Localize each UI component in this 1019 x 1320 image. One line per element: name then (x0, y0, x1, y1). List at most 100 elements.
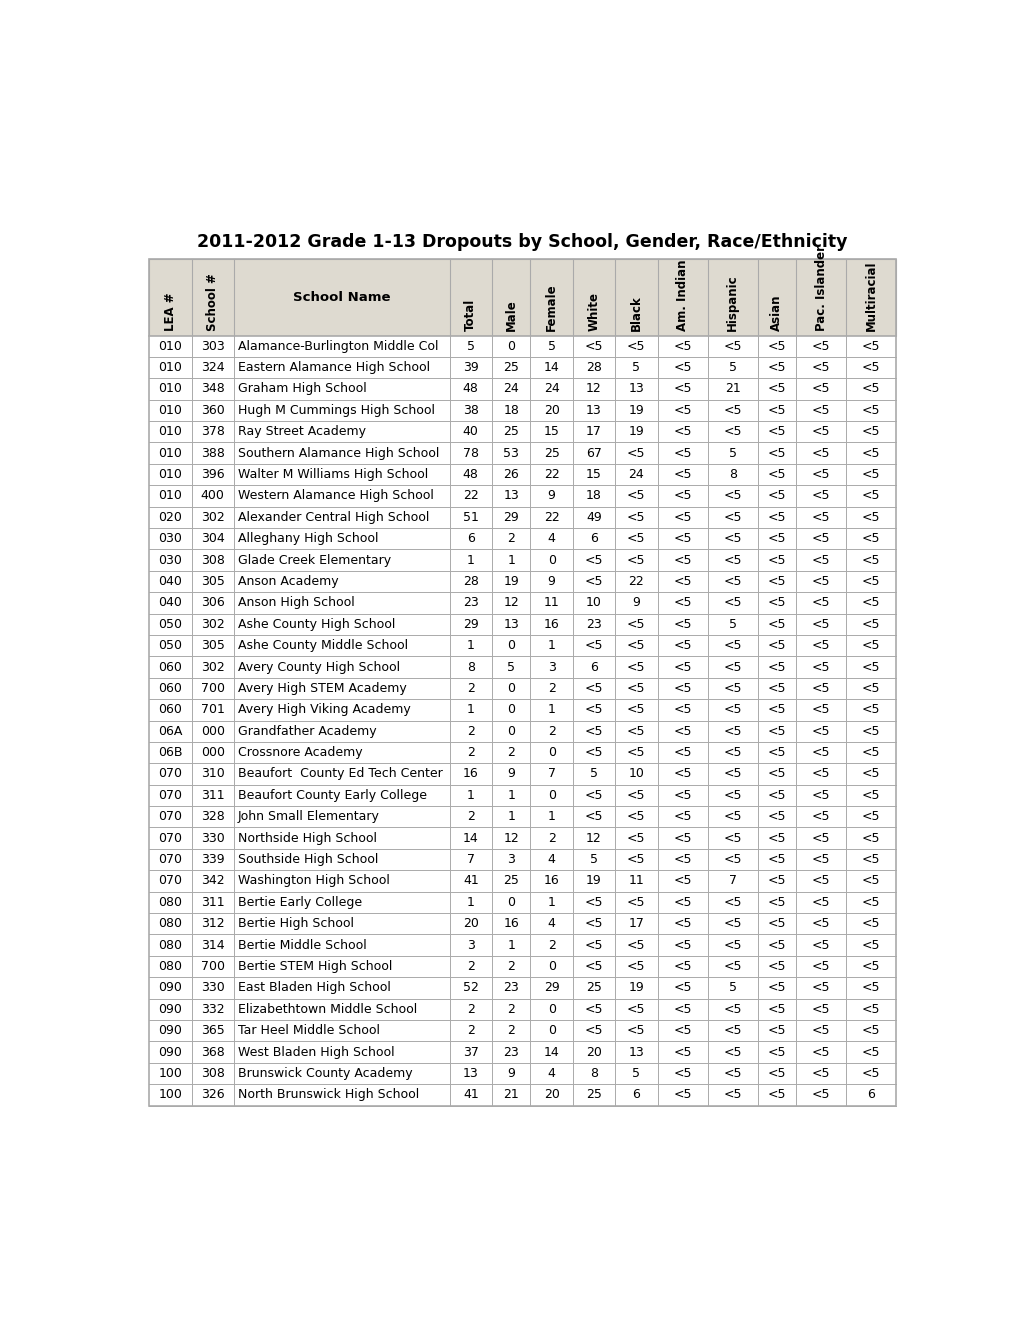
Text: <5: <5 (767, 446, 786, 459)
Text: 11: 11 (543, 597, 559, 610)
Text: 26: 26 (502, 469, 519, 480)
Text: <5: <5 (722, 789, 741, 801)
Text: 25: 25 (502, 425, 519, 438)
Text: <5: <5 (673, 789, 691, 801)
Text: <5: <5 (627, 704, 645, 717)
Text: 332: 332 (201, 1003, 224, 1016)
Text: <5: <5 (627, 939, 645, 952)
Bar (149, 784, 896, 807)
Text: 311: 311 (201, 896, 224, 908)
Text: 38: 38 (463, 404, 478, 417)
Text: 308: 308 (201, 1067, 224, 1080)
Text: Hugh M Cummings High School: Hugh M Cummings High School (237, 404, 434, 417)
Text: 29: 29 (502, 511, 519, 524)
Bar (149, 259, 896, 1105)
Text: <5: <5 (673, 404, 691, 417)
Text: <5: <5 (673, 490, 691, 503)
Text: Western Alamance High School: Western Alamance High School (237, 490, 433, 503)
Text: <5: <5 (673, 469, 691, 480)
Text: 10: 10 (628, 767, 644, 780)
Text: 400: 400 (201, 490, 224, 503)
Text: <5: <5 (767, 810, 786, 824)
Text: 3: 3 (506, 853, 515, 866)
Text: <5: <5 (673, 383, 691, 396)
Text: 040: 040 (158, 597, 182, 610)
Text: <5: <5 (584, 725, 602, 738)
Text: 12: 12 (502, 832, 519, 845)
Text: <5: <5 (767, 469, 786, 480)
Text: 15: 15 (543, 425, 559, 438)
Text: <5: <5 (722, 810, 741, 824)
Text: 24: 24 (628, 469, 644, 480)
Text: 3: 3 (547, 660, 555, 673)
Bar (149, 463, 896, 486)
Text: 2: 2 (506, 960, 515, 973)
Text: 9: 9 (506, 1067, 515, 1080)
Text: <5: <5 (673, 660, 691, 673)
Text: <5: <5 (861, 553, 879, 566)
Text: Grandfather Academy: Grandfather Academy (237, 725, 376, 738)
Text: 1: 1 (506, 553, 515, 566)
Text: 100: 100 (158, 1088, 182, 1101)
Text: <5: <5 (767, 981, 786, 994)
Text: <5: <5 (673, 362, 691, 374)
Text: Glade Creek Elementary: Glade Creek Elementary (237, 553, 390, 566)
Text: 2: 2 (506, 1024, 515, 1038)
Text: <5: <5 (767, 532, 786, 545)
Text: 1: 1 (467, 704, 474, 717)
Text: 2: 2 (547, 725, 555, 738)
Text: 000: 000 (201, 746, 224, 759)
Text: 39: 39 (463, 362, 478, 374)
Text: <5: <5 (767, 511, 786, 524)
Text: <5: <5 (861, 383, 879, 396)
Text: 1: 1 (506, 789, 515, 801)
Text: <5: <5 (767, 1088, 786, 1101)
Text: <5: <5 (722, 576, 741, 587)
Text: 060: 060 (158, 660, 182, 673)
Text: 06A: 06A (158, 725, 182, 738)
Text: <5: <5 (767, 767, 786, 780)
Text: 2: 2 (506, 746, 515, 759)
Text: Bertie STEM High School: Bertie STEM High School (237, 960, 391, 973)
Text: 5: 5 (728, 981, 736, 994)
Text: 9: 9 (632, 597, 640, 610)
Bar (149, 486, 896, 507)
Text: <5: <5 (811, 362, 829, 374)
Text: <5: <5 (673, 1067, 691, 1080)
Text: 51: 51 (463, 511, 478, 524)
Text: <5: <5 (627, 553, 645, 566)
Text: Northside High School: Northside High School (237, 832, 376, 845)
Text: <5: <5 (673, 553, 691, 566)
Text: Southside High School: Southside High School (237, 853, 378, 866)
Text: <5: <5 (767, 618, 786, 631)
Text: Tar Heel Middle School: Tar Heel Middle School (237, 1024, 379, 1038)
Text: 2: 2 (547, 832, 555, 845)
Text: <5: <5 (861, 896, 879, 908)
Text: <5: <5 (861, 746, 879, 759)
Text: <5: <5 (722, 532, 741, 545)
Text: 010: 010 (158, 446, 182, 459)
Text: <5: <5 (584, 810, 602, 824)
Text: <5: <5 (722, 917, 741, 931)
Text: 368: 368 (201, 1045, 224, 1059)
Bar (149, 721, 896, 742)
Text: Pac. Islander: Pac. Islander (814, 246, 826, 331)
Text: 000: 000 (201, 725, 224, 738)
Text: 23: 23 (502, 1045, 519, 1059)
Text: Anson High School: Anson High School (237, 597, 355, 610)
Text: 5: 5 (728, 618, 736, 631)
Text: <5: <5 (584, 682, 602, 694)
Text: 13: 13 (628, 383, 644, 396)
Text: Walter M Williams High School: Walter M Williams High School (237, 469, 428, 480)
Text: 8: 8 (728, 469, 736, 480)
Text: <5: <5 (861, 960, 879, 973)
Text: 310: 310 (201, 767, 224, 780)
Text: <5: <5 (722, 1067, 741, 1080)
Text: 1: 1 (506, 939, 515, 952)
Text: Female: Female (544, 284, 557, 331)
Text: <5: <5 (673, 917, 691, 931)
Text: <5: <5 (861, 404, 879, 417)
Text: 52: 52 (463, 981, 478, 994)
Text: 2: 2 (467, 1003, 474, 1016)
Text: <5: <5 (627, 1003, 645, 1016)
